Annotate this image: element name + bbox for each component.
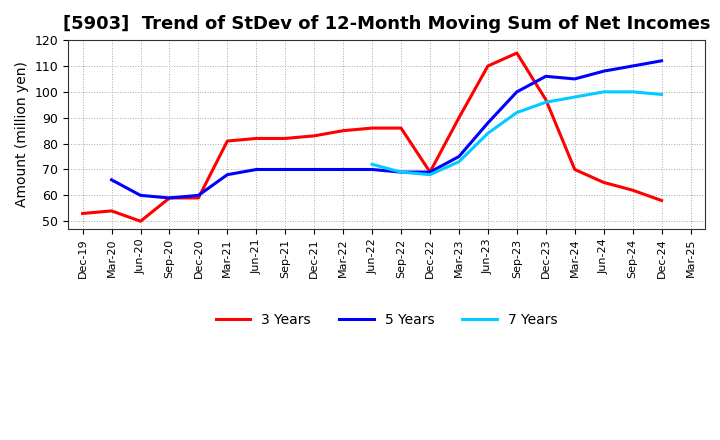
- Title: [5903]  Trend of StDev of 12-Month Moving Sum of Net Incomes: [5903] Trend of StDev of 12-Month Moving…: [63, 15, 711, 33]
- Legend: 3 Years, 5 Years, 7 Years: 3 Years, 5 Years, 7 Years: [210, 308, 563, 333]
- Y-axis label: Amount (million yen): Amount (million yen): [15, 62, 29, 208]
